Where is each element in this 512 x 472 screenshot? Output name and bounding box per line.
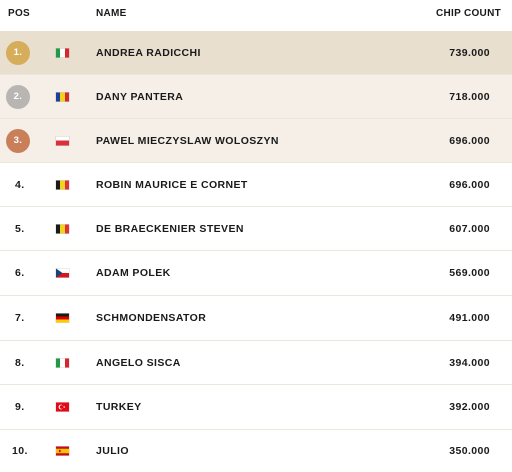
- turkey-flag-icon: [56, 402, 69, 412]
- table-row: 4. ROBIN MAURICE E CORNET 696.000: [0, 163, 512, 207]
- chip-count: 392.000: [449, 401, 490, 413]
- chip-count: 394.000: [449, 356, 490, 369]
- belgium-flag-icon: [56, 180, 69, 189]
- table-row: 2. DANY PANTERA 718.000: [0, 75, 512, 119]
- italy-flag-icon: [56, 48, 69, 57]
- player-name[interactable]: ROBIN MAURICE E CORNET: [96, 178, 248, 191]
- table-row: 10. JULIO 350.000: [0, 430, 512, 472]
- player-name[interactable]: DE BRAECKENIER STEVEN: [96, 222, 244, 235]
- chip-count: 350.000: [449, 445, 490, 457]
- table-row: 5. DE BRAECKENIER STEVEN 607.000: [0, 207, 512, 251]
- belgium-flag-icon: [56, 224, 69, 233]
- position: 5.: [15, 222, 25, 235]
- chip-count: 569.000: [449, 267, 490, 279]
- table-row: 6. ADAM POLEK 569.000: [0, 251, 512, 296]
- position: 8.: [15, 356, 25, 369]
- position-medal-gold: 1.: [6, 40, 30, 65]
- position: 4.: [15, 178, 25, 191]
- position: 10.: [12, 445, 28, 457]
- chip-count: 739.000: [449, 46, 490, 59]
- chip-count: 491.000: [449, 312, 490, 324]
- italy-flag-icon: [56, 358, 69, 367]
- romania-flag-icon: [56, 92, 69, 101]
- czech-flag-icon: [56, 268, 69, 278]
- position: 7.: [15, 312, 25, 324]
- player-name[interactable]: SCHMONDENSATOR: [96, 312, 207, 324]
- player-name[interactable]: JULIO: [96, 445, 129, 457]
- player-name[interactable]: ADAM POLEK: [96, 267, 171, 279]
- position-medal-bronze: 3.: [6, 128, 30, 153]
- chip-count: 607.000: [449, 222, 490, 235]
- header-name: NAME: [96, 8, 127, 19]
- player-name[interactable]: DANY PANTERA: [96, 90, 184, 103]
- player-name[interactable]: ANGELO SISCA: [96, 356, 181, 369]
- germany-flag-icon: [56, 313, 69, 323]
- chip-count: 718.000: [449, 90, 490, 103]
- header-pos: POS: [8, 8, 31, 19]
- table-row: 7. SCHMONDENSATOR 491.000: [0, 296, 512, 341]
- position: 6.: [15, 267, 25, 279]
- table-row: 9. TURKEY 392.000: [0, 385, 512, 430]
- table-header: POS NAME CHIP COUNT: [0, 0, 512, 30]
- player-name[interactable]: PAWEL MIECZYSLAW WOLOSZYN: [96, 134, 279, 147]
- position: 9.: [15, 401, 25, 413]
- header-chip-count: CHIP COUNT: [435, 8, 501, 19]
- player-name[interactable]: ANDREA RADICCHI: [96, 46, 201, 59]
- poland-flag-icon: [56, 136, 69, 145]
- table-row: 3. PAWEL MIECZYSLAW WOLOSZYN 696.000: [0, 119, 512, 163]
- chip-count: 696.000: [449, 134, 490, 147]
- position-medal-silver: 2.: [6, 84, 30, 109]
- spain-flag-icon: [56, 446, 69, 456]
- table-row: 8. ANGELO SISCA 394.000: [0, 341, 512, 385]
- chip-count: 696.000: [449, 178, 490, 191]
- table-row: 1. ANDREA RADICCHI 739.000: [0, 31, 512, 75]
- player-name[interactable]: TURKEY: [96, 401, 142, 413]
